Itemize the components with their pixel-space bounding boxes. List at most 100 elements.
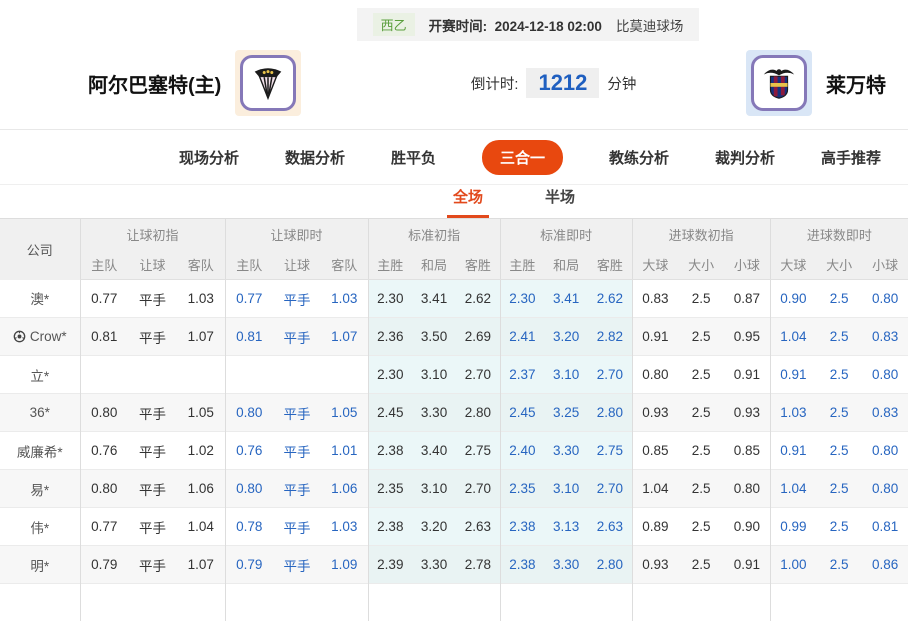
odds-cell-std-initial: 3.10 <box>412 470 456 508</box>
sub-header-handicap_live-0: 主队 <box>225 249 273 280</box>
tab-three-in-one[interactable]: 三合一 <box>482 140 563 175</box>
odds-cell-handicap-live: 平手 <box>273 432 321 470</box>
odds-cell-handicap-live <box>321 356 368 394</box>
odds-cell-std-live: 3.30 <box>544 432 588 470</box>
odds-cell-handicap-live: 0.79 <box>225 546 273 584</box>
odds-cell-handicap-live: 平手 <box>273 508 321 546</box>
odds-cell-std-initial: 3.20 <box>412 508 456 546</box>
odds-cell-std-initial: 2.30 <box>368 356 412 394</box>
odds-cell-goals-initial: 0.90 <box>724 508 770 546</box>
odds-cell-handicap-initial: 1.02 <box>177 432 225 470</box>
odds-cell-handicap-live: 平手 <box>273 470 321 508</box>
odds-cell-handicap-initial <box>80 356 128 394</box>
odds-cell <box>862 584 908 621</box>
away-team-name: 莱万特 <box>826 69 886 98</box>
odds-cell <box>456 584 500 621</box>
odds-cell-std-initial: 2.35 <box>368 470 412 508</box>
odds-cell-std-live: 2.45 <box>500 394 544 432</box>
odds-cell-handicap-live: 0.77 <box>225 280 273 318</box>
company-cell: 立* <box>0 356 80 394</box>
company-name: 明* <box>30 559 49 574</box>
tab-expert-picks[interactable]: 高手推荐 <box>821 147 881 168</box>
odds-cell-goals-initial: 0.91 <box>632 318 678 356</box>
odds-cell-std-initial: 3.40 <box>412 432 456 470</box>
odds-cell <box>321 584 368 621</box>
match-info-bar-wrap: 西乙 开赛时间: 2024-12-18 02:00 比莫迪球场 <box>0 8 908 41</box>
sub-header-std_live-0: 主胜 <box>500 249 544 280</box>
odds-cell-std-live: 2.38 <box>500 546 544 584</box>
odds-cell-handicap-live: 0.80 <box>225 470 273 508</box>
tab-referee-analysis[interactable]: 裁判分析 <box>715 147 775 168</box>
tab-win-draw-loss[interactable]: 胜平负 <box>391 147 436 168</box>
odds-cell-handicap-live <box>273 356 321 394</box>
odds-cell-handicap-live: 0.76 <box>225 432 273 470</box>
odds-cell-std-live: 2.41 <box>500 318 544 356</box>
company-name: 36* <box>30 405 50 420</box>
sub-header-handicap_initial-1: 让球 <box>128 249 177 280</box>
odds-cell-std-live: 2.82 <box>588 318 632 356</box>
odds-cell-std-initial: 2.39 <box>368 546 412 584</box>
tab-data-analysis[interactable]: 数据分析 <box>285 147 345 168</box>
odds-cell <box>128 584 177 621</box>
sub-header-goals_initial-2: 小球 <box>724 249 770 280</box>
home-team-name: 阿尔巴塞特(主) <box>88 69 221 98</box>
odds-cell-handicap-initial: 1.03 <box>177 280 225 318</box>
odds-cell-handicap-initial: 平手 <box>128 318 177 356</box>
odds-cell-std-initial: 2.80 <box>456 394 500 432</box>
odds-cell-std-initial: 2.69 <box>456 318 500 356</box>
sub-header-goals_initial-0: 大球 <box>632 249 678 280</box>
odds-cell-handicap-live: 平手 <box>273 318 321 356</box>
venue: 比莫迪球场 <box>616 15 684 35</box>
subtab-full-match[interactable]: 全场 <box>447 186 489 218</box>
home-team-logo <box>235 50 301 116</box>
odds-cell-goals-initial: 0.91 <box>724 356 770 394</box>
odds-cell-std-live: 3.30 <box>544 546 588 584</box>
odds-cell <box>770 584 816 621</box>
company-name: 伟* <box>30 521 49 536</box>
odds-cell-goals-live: 0.81 <box>862 508 908 546</box>
odds-cell-handicap-initial: 1.04 <box>177 508 225 546</box>
odds-cell-goals-initial: 0.93 <box>632 394 678 432</box>
league-badge: 西乙 <box>373 13 415 36</box>
company-name: 威廉希* <box>17 445 63 460</box>
odds-table: 公司让球初指让球即时标准初指标准即时进球数初指进球数即时主队让球客队主队让球客队… <box>0 218 908 621</box>
subtab-half-match[interactable]: 半场 <box>539 186 581 218</box>
odds-cell-goals-initial: 1.04 <box>632 470 678 508</box>
odds-cell-goals-live: 0.83 <box>862 394 908 432</box>
table-row <box>0 584 908 621</box>
odds-cell-goals-live: 1.04 <box>770 318 816 356</box>
sub-header-std_live-2: 客胜 <box>588 249 632 280</box>
odds-cell-handicap-live: 0.78 <box>225 508 273 546</box>
odds-cell-std-live: 3.41 <box>544 280 588 318</box>
group-header-std_live: 标准即时 <box>500 219 632 250</box>
odds-cell-goals-live: 1.04 <box>770 470 816 508</box>
odds-cell-handicap-live: 1.06 <box>321 470 368 508</box>
tab-coach-analysis[interactable]: 教练分析 <box>609 147 669 168</box>
group-header-std_initial: 标准初指 <box>368 219 500 250</box>
odds-cell-goals-live: 0.91 <box>770 356 816 394</box>
odds-cell-goals-live: 0.80 <box>862 356 908 394</box>
sub-header-goals_live-0: 大球 <box>770 249 816 280</box>
odds-cell-handicap-initial: 平手 <box>128 394 177 432</box>
group-header-goals_initial: 进球数初指 <box>632 219 770 250</box>
company-cell: 明* <box>0 546 80 584</box>
countdown-unit: 分钟 <box>607 73 636 94</box>
odds-cell <box>80 584 128 621</box>
tab-live-analysis[interactable]: 现场分析 <box>179 147 239 168</box>
odds-cell-goals-live: 2.5 <box>816 356 862 394</box>
odds-cell-handicap-initial: 0.81 <box>80 318 128 356</box>
odds-cell-goals-initial: 0.93 <box>724 394 770 432</box>
countdown-value: 1212 <box>526 68 599 98</box>
odds-cell-handicap-initial: 平手 <box>128 470 177 508</box>
odds-cell-goals-live: 2.5 <box>816 546 862 584</box>
odds-cell-std-live: 2.70 <box>588 470 632 508</box>
odds-cell-goals-initial: 2.5 <box>678 394 724 432</box>
odds-cell-handicap-initial: 0.76 <box>80 432 128 470</box>
odds-cell-handicap-initial: 平手 <box>128 432 177 470</box>
odds-cell-std-live: 3.25 <box>544 394 588 432</box>
odds-cell-std-initial: 2.63 <box>456 508 500 546</box>
odds-cell-goals-initial: 2.5 <box>678 356 724 394</box>
odds-cell-std-live: 3.20 <box>544 318 588 356</box>
